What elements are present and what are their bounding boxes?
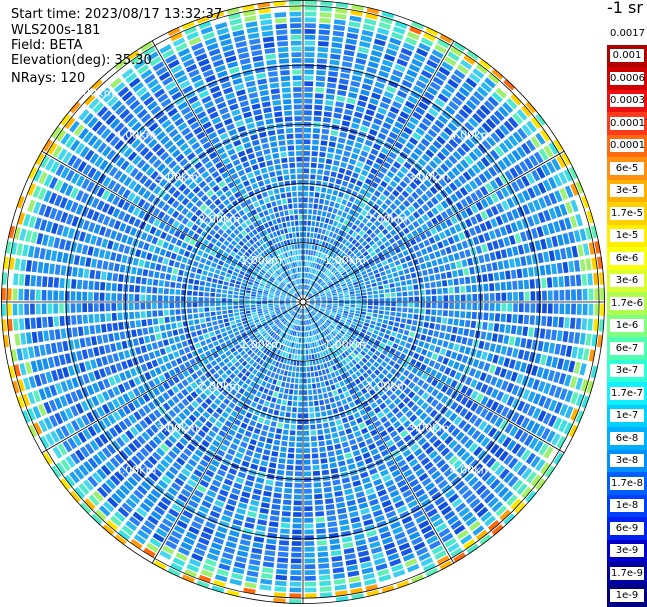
range-ring-label: 3.00km (408, 422, 450, 435)
colorbar-tick-label: 3e-7 (610, 364, 644, 378)
colorbar-swatch: 3e-7 (607, 359, 647, 383)
lidar-location-marker (299, 298, 307, 306)
range-ring-label: 4.00km (115, 129, 157, 142)
colorbar-tick-label: 6e-5 (610, 161, 644, 175)
colorbar-swatch: 0.00017 (607, 112, 647, 135)
field-text: Field: BETA (11, 38, 83, 53)
azimuth-spoke (151, 40, 304, 303)
colorbar-tick-label: 1e-6 (610, 319, 644, 333)
colorbar-swatch: 0.001 (607, 44, 647, 68)
range-ring-label: 2.00km (199, 380, 241, 393)
colorbar-tick-label: 1.7e-9 (610, 566, 644, 580)
colorbar-tick-label: 1.7e-6 (610, 296, 644, 310)
colorbar-tick-label: 3e-9 (610, 544, 644, 558)
colorbar-tick-label: 1e-9 (610, 589, 644, 603)
colorbar-tick-label: 6e-7 (610, 341, 644, 355)
range-ring-label: 3.00km (157, 170, 199, 183)
nrays-text: NRays: 120 (11, 71, 86, 86)
azimuth-spoke (302, 40, 455, 303)
range-ring-label: 3.00km (408, 170, 450, 183)
colorbar-swatch: 6e-9 (607, 517, 647, 540)
colorbar-tick-label: 6e-9 (610, 521, 644, 535)
colorbar-tick-label: 0.00017 (610, 116, 647, 130)
colorbar-swatch: 1.7e-5 (607, 202, 647, 225)
colorbar-tick-label: 0.0001 (610, 139, 645, 153)
colorbar-unit-label: -1 sr (607, 0, 643, 17)
instrument-text: WLS200s-181 (11, 23, 101, 38)
colorbar-swatch: 1.7e-9 (607, 562, 647, 585)
colorbar-tick-label: 1.7e-7 (610, 386, 644, 400)
range-grid (1, 0, 605, 604)
colorbar-swatch: 0.0017 (607, 22, 647, 45)
colorbar-swatch: 0.0006 (607, 67, 647, 90)
azimuth-spoke (41, 150, 304, 303)
colorbar-swatch: 3e-8 (607, 449, 647, 473)
colorbar-tick-label: 0.0003 (610, 94, 645, 108)
colorbar-tick-label: 3e-6 (610, 274, 644, 288)
azimuth-spoke (302, 301, 455, 564)
colorbar-swatch: 3e-6 (607, 269, 647, 293)
azimuth-spoke (41, 301, 304, 454)
ppi-scan-plot[interactable]: 1.00km 1.00km 1.00km 1.00km 2.00km 2.00km 2.00… (0, 0, 607, 607)
colorbar-swatch: 1e-8 (607, 494, 647, 518)
colorbar-tick-label: 0.0006 (610, 71, 645, 85)
range-ring-label: 4.00km (115, 464, 157, 477)
colorbar-tick-label: 1.7e-8 (610, 476, 644, 490)
colorbar-swatch: 1e-6 (607, 314, 647, 338)
range-ring-label: 2.00km (199, 212, 241, 225)
colorbar-swatch: 1.7e-7 (607, 382, 647, 405)
colorbar-tick-label: 1.7e-5 (610, 206, 644, 220)
range-ring-label: 2.00km (366, 380, 408, 393)
backscatter-data-layer (1, 0, 605, 604)
colorbar-swatch: 6e-7 (607, 337, 647, 360)
colorbar-swatch: 1e-7 (607, 404, 647, 428)
range-ring-label: 5.00km (73, 87, 115, 100)
colorbar-swatch: 1.7e-6 (607, 292, 647, 315)
colorbar-tick-label: 6e-8 (610, 431, 644, 445)
range-ring-label: 4.00km (450, 129, 492, 142)
colorbar-swatch: 1e-9 (607, 584, 647, 607)
range-ring-label: 1.00km (240, 254, 282, 267)
range-ring-label: 1.00km (324, 338, 366, 351)
colorbar-tick-label: 0.0017 (610, 26, 645, 40)
azimuth-spoke (151, 301, 304, 564)
range-ring-label: 1.00km (240, 338, 282, 351)
range-ring-label: 1.00km (324, 254, 366, 267)
colorbar-swatch: 1e-5 (607, 224, 647, 248)
colorbar-swatch: 3e-5 (607, 179, 647, 203)
start-time-text: Start time: 2023/08/17 13:32:37 (11, 7, 223, 22)
colorbar-tick-label: 1e-5 (610, 229, 644, 243)
colorbar-swatch: 6e-6 (607, 247, 647, 270)
colorbar-swatch: 0.0003 (607, 89, 647, 113)
colorbar-swatch: 6e-5 (607, 157, 647, 180)
azimuth-spoke (302, 301, 565, 454)
colorbar-tick-label: 6e-6 (610, 251, 644, 265)
range-labels: 1.00km 1.00km 1.00km 1.00km 2.00km 2.00km 2.00… (73, 87, 491, 477)
colorbar-tick-label: 3e-8 (610, 454, 644, 468)
colorbar-tick-label: 0.001 (610, 49, 644, 63)
range-ring-label: 3.00km (157, 422, 199, 435)
colorbar-swatch: 6e-8 (607, 427, 647, 450)
range-ring-label: 2.00km (366, 212, 408, 225)
colorbar-swatch: 0.0001 (607, 134, 647, 158)
azimuth-spoke (302, 150, 565, 303)
range-ring-label: 4.00km (450, 464, 492, 477)
colorbar-tick-label: 1e-8 (610, 499, 644, 513)
colorbar-swatch: 1.7e-8 (607, 472, 647, 495)
colorbar-tick-label: 1e-7 (610, 409, 644, 423)
colorbar-legend: 0.0017 0.001 0.0006 0.0003 0.00017 0.0001 6e-5… (607, 22, 647, 607)
colorbar-tick-label: 3e-5 (610, 184, 644, 198)
colorbar-swatch: 3e-9 (607, 539, 647, 563)
elevation-text: Elevation(deg): 35.30 (11, 53, 152, 68)
